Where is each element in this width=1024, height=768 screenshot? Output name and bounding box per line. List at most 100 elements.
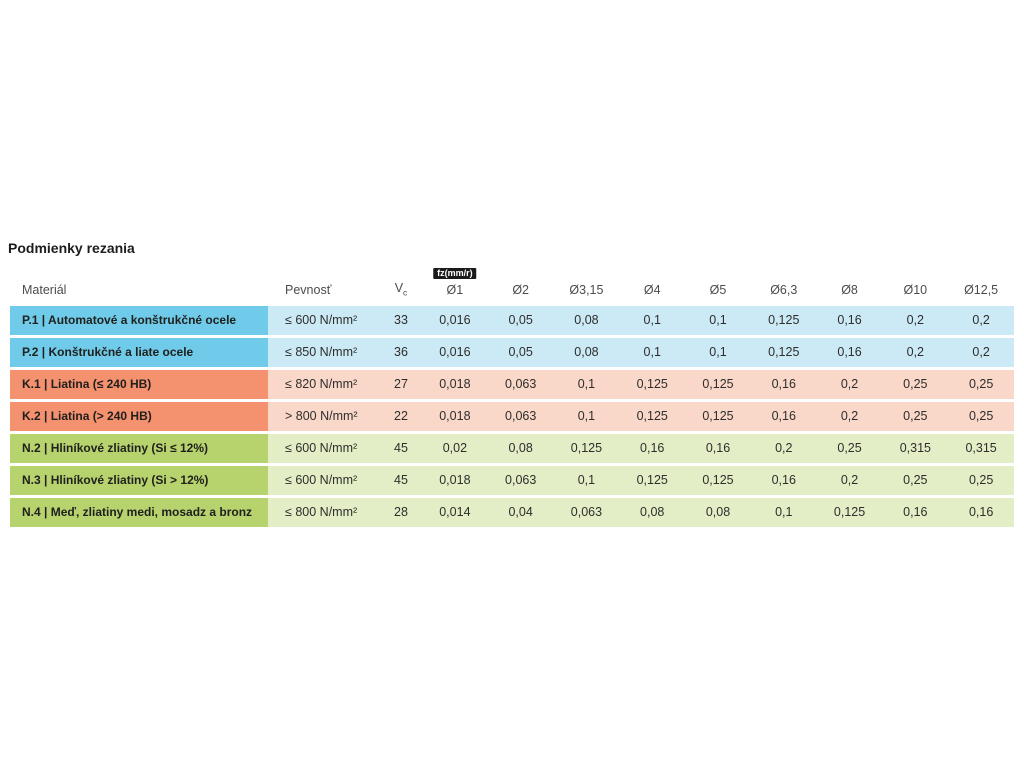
material-cell: N.4 | Meď, zliatiny medi, mosadz a bronz — [10, 498, 268, 527]
table-row: N.3 | Hliníkové zliatiny (Si > 12%) ≤ 600… — [10, 466, 1014, 495]
feed-value-cell: 0,1 — [750, 498, 817, 527]
feed-value-cell: 0,315 — [948, 434, 1014, 463]
material-cell: K.2 | Liatina (> 240 HB) — [10, 402, 268, 431]
feed-value-cell: 0,063 — [487, 466, 554, 495]
strength-cell: ≤ 820 N/mm² — [268, 370, 380, 399]
feed-value-cell: 0,063 — [553, 498, 620, 527]
feed-value-cell: 0,2 — [750, 434, 817, 463]
cutting-speed-cell: 27 — [380, 370, 422, 399]
feed-value-cell: 0,1 — [619, 338, 686, 367]
feed-value-cell: 0,125 — [685, 402, 751, 431]
feed-value-cell: 0,08 — [487, 434, 554, 463]
feed-value-cell: 0,018 — [422, 402, 488, 431]
feed-value-cell: 0,063 — [487, 370, 554, 399]
feed-value-cell: 0,08 — [619, 498, 686, 527]
table-row: K.2 | Liatina (> 240 HB) > 800 N/mm² 22 0,0… — [10, 402, 1014, 431]
table-row: N.2 | Hliníkové zliatiny (Si ≤ 12%) ≤ 600… — [10, 434, 1014, 463]
feed-value-cell: 0,1 — [619, 306, 686, 335]
header-diameter-8: Ø8 — [817, 283, 883, 306]
vc-subscript: c — [403, 287, 408, 297]
feed-value-cell: 0,25 — [882, 402, 949, 431]
feed-value-cell: 0,1 — [553, 370, 620, 399]
diameter-label: Ø8 — [841, 283, 858, 297]
strength-cell: ≤ 850 N/mm² — [268, 338, 380, 367]
feed-value-cell: 0,1 — [553, 466, 620, 495]
diameter-label: Ø2 — [512, 283, 529, 297]
strength-cell: ≤ 600 N/mm² — [268, 466, 380, 495]
feed-value-cell: 0,25 — [882, 466, 949, 495]
table-header-row: Materiál Pevnosť Vc fz(mm/r) Ø1 Ø2 Ø3,15 Ø4 Ø… — [10, 262, 1014, 306]
feed-value-cell: 0,02 — [422, 434, 488, 463]
cutting-speed-cell: 22 — [380, 402, 422, 431]
feed-value-cell: 0,16 — [948, 498, 1014, 527]
table-row: P.1 | Automatové a konštrukčné ocele ≤ 60… — [10, 306, 1014, 335]
feed-value-cell: 0,018 — [422, 370, 488, 399]
feed-value-cell: 0,05 — [487, 338, 554, 367]
diameter-label: Ø4 — [643, 283, 661, 297]
feed-value-cell: 0,125 — [619, 466, 686, 495]
feed-value-cell: 0,05 — [487, 306, 554, 335]
table-row: P.2 | Konštrukčné a liate ocele ≤ 850 N/m… — [10, 338, 1014, 367]
feed-value-cell: 0,08 — [553, 338, 620, 367]
feed-value-cell: 0,1 — [553, 402, 620, 431]
cutting-speed-cell: 45 — [380, 466, 422, 495]
page-title: Podmienky rezania — [8, 240, 135, 256]
header-diameter-10: Ø10 — [882, 283, 948, 306]
header-diameter-3-15: Ø3,15 — [554, 283, 620, 306]
feed-value-cell: 0,125 — [750, 338, 817, 367]
table-body: P.1 | Automatové a konštrukčné ocele ≤ 60… — [10, 306, 1014, 527]
feed-value-cell: 0,125 — [685, 466, 751, 495]
feed-value-cell: 0,2 — [882, 306, 949, 335]
diameter-label: Ø1 — [446, 283, 464, 297]
feed-value-cell: 0,25 — [948, 402, 1014, 431]
header-diameter-5: Ø5 — [685, 283, 751, 306]
header-diameter-2: Ø2 — [488, 283, 554, 306]
material-cell: P.2 | Konštrukčné a liate ocele — [10, 338, 268, 367]
strength-cell: ≤ 800 N/mm² — [268, 498, 380, 527]
diameter-label: Ø3,15 — [569, 283, 604, 297]
cutting-speed-cell: 36 — [380, 338, 422, 367]
feed-value-cell: 0,014 — [422, 498, 488, 527]
material-cell: N.3 | Hliníkové zliatiny (Si > 12%) — [10, 466, 268, 495]
feed-value-cell: 0,2 — [948, 338, 1014, 367]
feed-value-cell: 0,1 — [685, 338, 751, 367]
feed-value-cell: 0,2 — [948, 306, 1014, 335]
cutting-speed-cell: 33 — [380, 306, 422, 335]
feed-value-cell: 0,125 — [816, 498, 883, 527]
cutting-speed-cell: 28 — [380, 498, 422, 527]
feed-value-cell: 0,08 — [553, 306, 620, 335]
feed-value-cell: 0,125 — [553, 434, 620, 463]
feed-value-cell: 0,16 — [750, 466, 817, 495]
feed-value-cell: 0,125 — [750, 306, 817, 335]
feed-value-cell: 0,125 — [619, 402, 686, 431]
feed-value-cell: 0,125 — [685, 370, 751, 399]
strength-cell: ≤ 600 N/mm² — [268, 306, 380, 335]
feed-value-cell: 0,25 — [882, 370, 949, 399]
feed-value-cell: 0,04 — [487, 498, 554, 527]
header-material: Materiál — [22, 283, 67, 297]
feed-value-cell: 0,2 — [816, 370, 883, 399]
feed-value-cell: 0,16 — [750, 402, 817, 431]
feed-value-cell: 0,016 — [422, 306, 488, 335]
cutting-speed-cell: 45 — [380, 434, 422, 463]
feed-value-cell: 0,063 — [487, 402, 554, 431]
vc-symbol: V — [394, 280, 404, 295]
feed-value-cell: 0,16 — [685, 434, 751, 463]
diameter-label: Ø5 — [709, 283, 727, 297]
material-cell: P.1 | Automatové a konštrukčné ocele — [10, 306, 268, 335]
feed-value-cell: 0,16 — [816, 306, 883, 335]
feed-value-cell: 0,2 — [882, 338, 949, 367]
feed-value-cell: 0,1 — [685, 306, 751, 335]
strength-cell: > 800 N/mm² — [268, 402, 380, 431]
header-diameter-4: Ø4 — [619, 283, 685, 306]
feed-value-cell: 0,08 — [685, 498, 751, 527]
feed-value-cell: 0,25 — [816, 434, 883, 463]
header-diameter-6-3: Ø6,3 — [751, 283, 817, 306]
cutting-conditions-table: Materiál Pevnosť Vc fz(mm/r) Ø1 Ø2 Ø3,15 Ø4 Ø… — [10, 262, 1014, 530]
table-row: N.4 | Meď, zliatiny medi, mosadz a bronz… — [10, 498, 1014, 527]
material-cell: N.2 | Hliníkové zliatiny (Si ≤ 12%) — [10, 434, 268, 463]
diameter-label: Ø6,3 — [770, 283, 798, 297]
feed-value-cell: 0,018 — [422, 466, 488, 495]
feed-value-cell: 0,315 — [882, 434, 949, 463]
